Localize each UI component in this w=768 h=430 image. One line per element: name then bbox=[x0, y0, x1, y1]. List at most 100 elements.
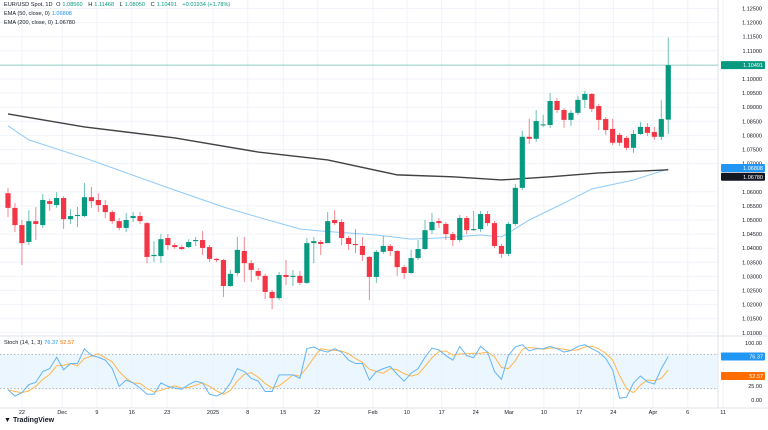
candle-down bbox=[200, 240, 206, 248]
time-tick-label: 15 bbox=[280, 410, 286, 416]
candle-down bbox=[596, 106, 602, 120]
time-tick-label: 10 bbox=[541, 410, 547, 416]
candle-down bbox=[352, 243, 359, 246]
candle-up bbox=[471, 229, 477, 231]
price-tick-label: 1.08500 bbox=[742, 119, 762, 125]
price-tick-label: 1.07500 bbox=[742, 148, 762, 154]
candle-down bbox=[554, 100, 560, 111]
ema50-badge: 1.06808 bbox=[743, 166, 763, 172]
candle-up bbox=[637, 126, 644, 134]
candle-up bbox=[67, 216, 74, 220]
high-label: H bbox=[88, 2, 93, 8]
time-tick-label: 8 bbox=[246, 410, 249, 416]
candle-up bbox=[658, 119, 664, 137]
time-tick-label: 22 bbox=[19, 410, 25, 416]
close-label: C bbox=[150, 2, 155, 8]
candle-down bbox=[241, 251, 247, 264]
candle-up bbox=[151, 254, 157, 257]
time-tick-label: 10 bbox=[404, 410, 410, 416]
logo-text: TradingView bbox=[12, 417, 55, 424]
candle-up bbox=[276, 274, 282, 299]
ema200-badge: 1.06780 bbox=[743, 175, 763, 181]
candle-up bbox=[304, 243, 310, 283]
time-tick-label: 24 bbox=[473, 410, 479, 416]
ohlc-high: H 1.11468 bbox=[88, 2, 116, 8]
candle-up bbox=[533, 121, 539, 139]
candle-down bbox=[109, 212, 115, 222]
symbol-legend: EUR/USD Spot, 1D O 1.08560 H 1.11468 L 1.08… bbox=[4, 2, 232, 9]
time-tick-label: 16 bbox=[129, 410, 135, 416]
ohlc-low: L 1.08050 bbox=[120, 2, 147, 8]
candle-down bbox=[297, 275, 303, 283]
close-value: 1.10491 bbox=[156, 2, 177, 8]
candle-up bbox=[575, 99, 581, 113]
price-tick-label: 1.10000 bbox=[742, 77, 762, 83]
candle-down bbox=[464, 218, 470, 231]
time-tick-label: 2025 bbox=[207, 410, 219, 416]
candle-down bbox=[491, 223, 498, 246]
candle-up bbox=[665, 65, 671, 120]
stoch-d-badge: 52.57 bbox=[749, 374, 763, 380]
candle-up bbox=[505, 223, 511, 254]
price-tick-label: 1.01500 bbox=[742, 317, 762, 323]
time-tick-label: 23 bbox=[164, 410, 170, 416]
price-tick-label: 1.11500 bbox=[743, 35, 762, 41]
price-tick-label: 1.06000 bbox=[742, 190, 762, 196]
candle-up bbox=[26, 221, 32, 242]
candle-down bbox=[179, 247, 185, 250]
candle-down bbox=[283, 274, 289, 277]
time-tick-label: Feb bbox=[368, 410, 377, 416]
candle-down bbox=[345, 238, 352, 244]
candle-down bbox=[644, 126, 650, 133]
candle-down bbox=[366, 256, 372, 277]
candle-down bbox=[394, 251, 400, 268]
candle-up bbox=[373, 251, 379, 277]
price-tick-label: 1.05000 bbox=[742, 218, 762, 224]
candle-up bbox=[519, 136, 525, 188]
candle-down bbox=[436, 221, 442, 224]
candle-down bbox=[332, 220, 338, 224]
candle-down bbox=[255, 271, 261, 276]
stoch-d-badge-bg bbox=[721, 372, 765, 381]
high-value: 1.11468 bbox=[94, 2, 115, 8]
stoch-k-line bbox=[7, 344, 669, 399]
candle-down bbox=[137, 216, 143, 222]
price-tick-label: 1.12000 bbox=[742, 21, 762, 27]
candle-up bbox=[158, 239, 164, 257]
time-tick-label: 17 bbox=[576, 410, 582, 416]
time-tick-label: 24 bbox=[610, 410, 616, 416]
candle-down bbox=[12, 207, 18, 226]
tradingview-logo[interactable]: ▼ TradingView bbox=[4, 417, 54, 424]
candle-up bbox=[186, 241, 192, 248]
candle-up bbox=[325, 221, 331, 244]
candle-up bbox=[478, 214, 484, 230]
time-tick-label: 6 bbox=[686, 410, 689, 416]
candle-down bbox=[561, 110, 567, 120]
candle-down bbox=[589, 93, 595, 109]
symbol-title: EUR/USD Spot, 1D bbox=[4, 2, 53, 8]
price-tick-label: 1.05500 bbox=[742, 204, 762, 210]
low-value: 1.08050 bbox=[124, 2, 145, 8]
candle-up bbox=[408, 258, 414, 274]
candle-up bbox=[582, 93, 588, 100]
candle-up bbox=[630, 133, 637, 148]
candle-down bbox=[102, 205, 108, 213]
candle-down bbox=[248, 263, 254, 270]
candle-down bbox=[19, 225, 25, 244]
candle-down bbox=[617, 134, 623, 143]
candle-up bbox=[457, 218, 463, 241]
candle-down bbox=[88, 197, 94, 202]
price-tick-label: 1.08000 bbox=[742, 133, 762, 139]
candle-down bbox=[603, 119, 609, 131]
candle-down bbox=[484, 214, 491, 224]
candle-down bbox=[339, 221, 345, 239]
price-tick-label: 1.12500 bbox=[742, 7, 762, 13]
stoch-k-badge-bg bbox=[721, 352, 765, 361]
time-tick-label: Dec bbox=[57, 410, 67, 416]
ema50-legend: EMA (50, close, 0) 1.06808 bbox=[4, 11, 74, 18]
candle-up bbox=[130, 216, 136, 219]
candle-up bbox=[227, 273, 233, 286]
candle-up bbox=[512, 187, 518, 224]
candle-down bbox=[116, 221, 122, 228]
